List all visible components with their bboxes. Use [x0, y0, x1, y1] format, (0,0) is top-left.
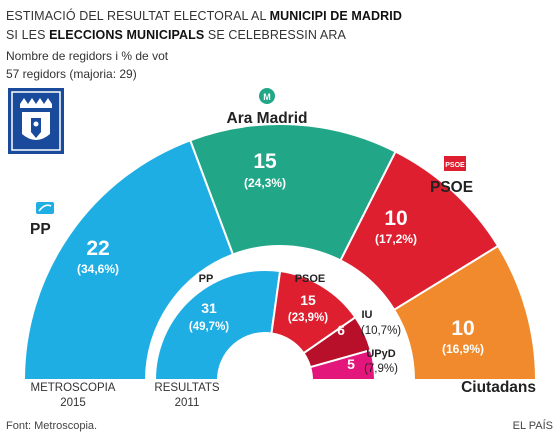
label-ahora-madrid-2015-pct: (24,3%) — [244, 176, 286, 190]
hemicycle-2015-label-line-2: 2015 — [60, 397, 86, 409]
label-iu-2011-pct: (10,7%) — [361, 325, 401, 337]
arc-pp-2015 — [22, 138, 235, 381]
label-ciudadanos-2015-pct: (16,9%) — [442, 342, 484, 356]
party-name-iu-2011: IU — [362, 309, 373, 321]
pp-logo-icon — [36, 202, 54, 214]
chart-title-line-2: SI LES ELECCIONS MUNICIPALS SE CELEBRESS… — [6, 28, 346, 42]
label-pp-2011-seats: 31 — [201, 300, 217, 316]
label-psoe-2015-pct: (17,2%) — [375, 232, 417, 246]
party-name-psoe-2011: PSOE — [295, 273, 326, 285]
svg-text:M: M — [263, 92, 271, 102]
ahora-madrid-logo-icon: M — [259, 88, 275, 104]
label-ahora-madrid-2015-seats: 15 — [253, 150, 277, 173]
label-pp-2015-seats: 22 — [86, 237, 109, 260]
chart-subtitle-1: Nombre de regidors i % de vot — [6, 49, 169, 63]
label-pp-2011-pct: (49,7%) — [189, 321, 229, 333]
source-note: Font: Metroscopia. — [6, 420, 97, 432]
party-name-upyd-2011: UPyD — [366, 348, 395, 360]
label-upyd-2011-seats: 5 — [347, 356, 355, 372]
party-name-pp-2015: PP — [30, 221, 51, 238]
party-name-ahora-madrid-2015: Ara Madrid — [227, 110, 308, 127]
label-upyd-2011-pct: (7,9%) — [364, 363, 398, 375]
psoe-logo-icon: PSOE — [444, 156, 466, 171]
hemicycle-2015 — [22, 123, 538, 381]
label-psoe-2011-pct: (23,9%) — [288, 312, 328, 324]
chart-subtitle-2: 57 regidors (majoria: 29) — [6, 67, 137, 81]
chart-title-line-1: ESTIMACIÓ DEL RESULTAT ELECTORAL AL MUNI… — [6, 8, 402, 23]
party-name-pp-2011: PP — [199, 273, 214, 285]
arc-pp-2011 — [153, 269, 282, 381]
label-ciudadanos-2015-seats: 10 — [451, 317, 474, 340]
hemicycle-2011 — [153, 269, 377, 381]
arc-ciutadans-2015 — [392, 244, 538, 381]
madrid-crest-icon — [8, 88, 64, 154]
svg-text:PSOE: PSOE — [445, 162, 465, 169]
label-pp-2015-pct: (34,6%) — [77, 262, 119, 276]
label-psoe-2015-seats: 10 — [384, 207, 407, 230]
party-name-ciudadanos-2015: Ciutadans — [461, 379, 536, 396]
hemicycle-2011-label-line-2: 2011 — [175, 397, 200, 409]
hemicycle-2015-label-line-1: METROSCOPIA — [31, 382, 116, 394]
hemicycle-2011-label-line-1: RESULTATS — [154, 382, 220, 394]
label-iu-2011-seats: 6 — [337, 322, 345, 338]
arc-upyd-2011 — [308, 348, 377, 381]
party-name-psoe-2015: PSOE — [430, 179, 473, 196]
label-psoe-2011-seats: 15 — [300, 292, 316, 308]
brand-mark: EL PAÍS — [513, 419, 553, 432]
